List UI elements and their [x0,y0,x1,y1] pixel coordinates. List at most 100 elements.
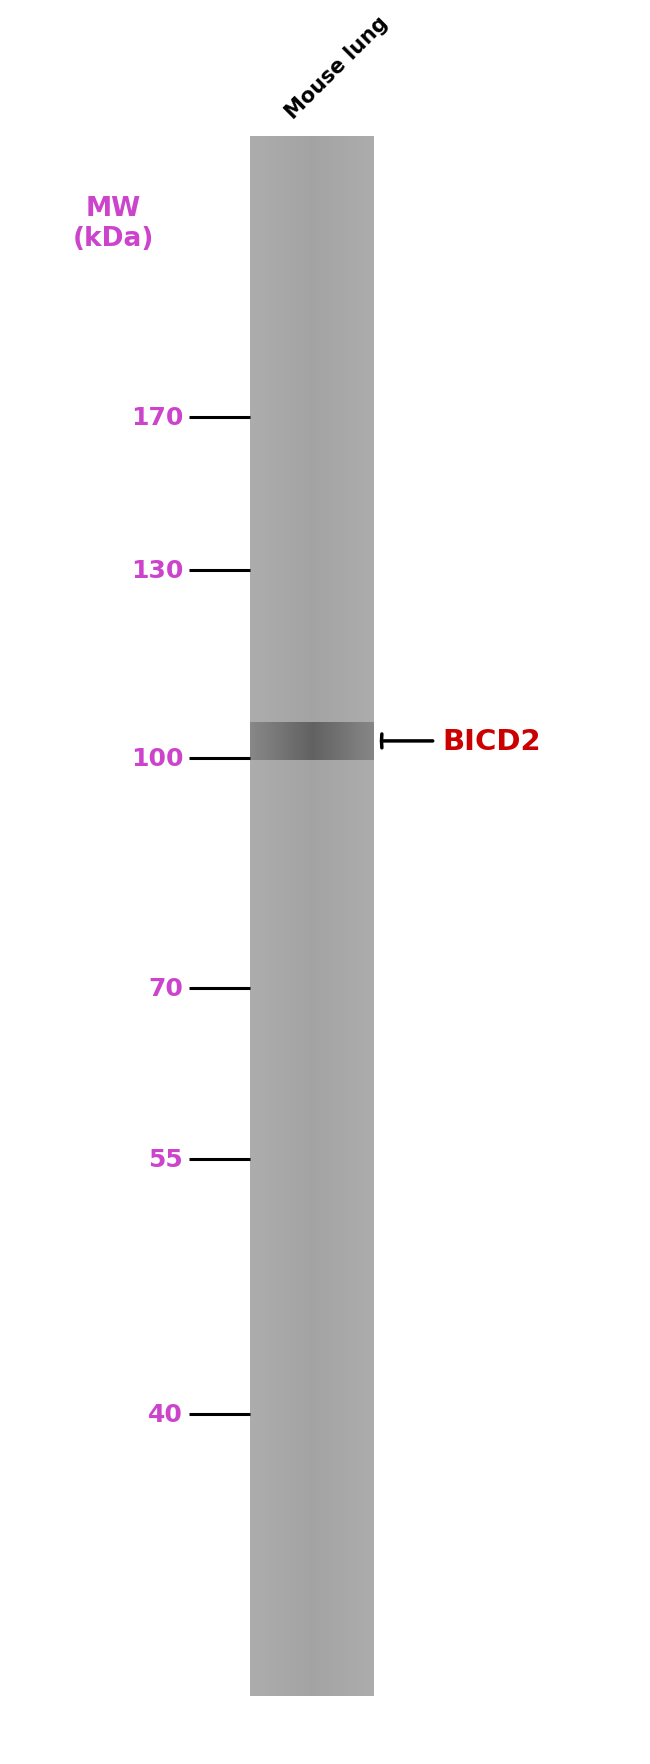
Bar [283,723,285,760]
Bar [267,723,270,760]
Bar [313,136,316,1695]
Bar [344,136,346,1695]
Bar [358,136,361,1695]
Bar [296,136,299,1695]
Bar [303,136,305,1695]
Bar [332,136,334,1695]
Bar [309,723,311,760]
Bar [328,136,330,1695]
Bar [317,136,318,1695]
Bar [346,136,348,1695]
Bar [292,136,294,1695]
Text: 70: 70 [148,977,183,1000]
Bar [264,136,266,1695]
Bar [259,136,262,1695]
Bar [291,136,292,1695]
Bar [296,723,299,760]
Bar [298,136,300,1695]
Bar [323,136,325,1695]
Bar [341,723,343,760]
Bar [306,723,308,760]
Bar [270,723,272,760]
Bar [250,136,252,1695]
Bar [301,723,304,760]
Bar [254,136,255,1695]
Bar [326,723,328,760]
Bar [280,136,282,1695]
Bar [349,136,351,1695]
Bar [280,723,282,760]
Bar [283,136,285,1695]
Bar [372,136,374,1695]
Bar [363,723,365,760]
Bar [255,136,257,1695]
Bar [301,136,304,1695]
Bar [324,136,326,1695]
Bar [321,723,324,760]
Bar [320,136,322,1695]
Bar [326,136,328,1695]
Bar [291,723,292,760]
Bar [281,723,283,760]
Bar [352,723,354,760]
Bar [341,136,343,1695]
Bar [357,136,359,1695]
Bar [256,723,259,760]
Bar [352,136,354,1695]
Bar [264,723,266,760]
Bar [300,723,302,760]
Bar [337,723,339,760]
Text: Mouse lung: Mouse lung [281,12,392,123]
Bar [300,136,302,1695]
Bar [369,136,371,1695]
Bar [313,723,316,760]
Text: MW
(kDa): MW (kDa) [73,196,155,252]
Bar [332,723,334,760]
Bar [258,723,260,760]
Bar [269,723,271,760]
Text: BICD2: BICD2 [442,727,541,755]
Bar [315,136,317,1695]
Bar [365,136,367,1695]
Bar [298,723,300,760]
Bar [372,723,374,760]
Bar [363,136,365,1695]
Bar [320,723,322,760]
Bar [370,136,373,1695]
Bar [367,136,370,1695]
Bar [259,723,262,760]
Bar [307,723,309,760]
Bar [338,136,341,1695]
Bar [261,136,263,1695]
Bar [340,136,342,1695]
Bar [292,723,294,760]
Bar [309,136,311,1695]
Bar [266,136,268,1695]
Bar [355,136,358,1695]
Bar [294,723,296,760]
Bar [333,723,336,760]
Bar [335,136,337,1695]
Bar [250,723,252,760]
Bar [294,136,296,1695]
Bar [337,136,339,1695]
Bar [370,723,373,760]
Bar [274,723,276,760]
Bar [343,136,345,1695]
Bar [281,136,283,1695]
Bar [270,136,272,1695]
Bar [365,723,367,760]
Bar [272,723,274,760]
Bar [348,136,350,1695]
Bar [261,723,263,760]
Bar [286,136,288,1695]
Bar [346,723,348,760]
Bar [287,136,289,1695]
Bar [335,723,337,760]
Bar [315,723,317,760]
Bar [367,723,370,760]
Bar [360,136,362,1695]
Bar [284,136,287,1695]
Bar [328,723,330,760]
Bar [349,723,351,760]
